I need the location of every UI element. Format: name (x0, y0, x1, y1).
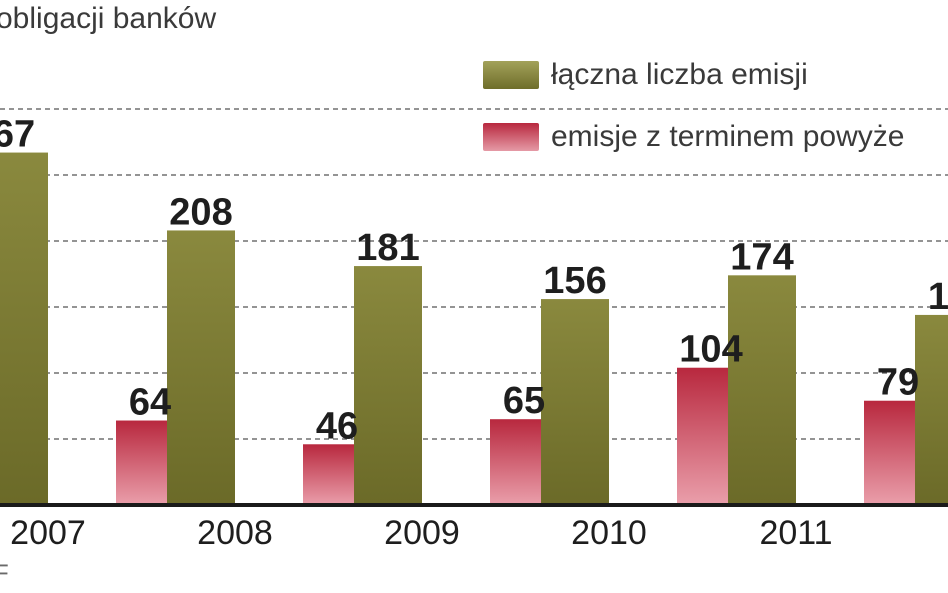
source-note: F (0, 560, 9, 587)
value-label-total-2: 14 (928, 276, 948, 318)
x-tick-label-2011: 2011 (759, 514, 832, 552)
value-label-total-2011: 174 (730, 236, 793, 278)
bar-total-2011 (728, 275, 796, 505)
bar-total-2008 (167, 230, 235, 505)
x-tick-label-2007: 2007 (10, 514, 86, 552)
legend-item-long-term: emisje z terminem powyże (483, 117, 904, 157)
bar-total-2010 (541, 299, 609, 505)
chart-title: obligacji banków (0, 2, 217, 35)
x-tick-label-2009: 2009 (384, 514, 460, 552)
value-label-long-term-2009: 65 (503, 380, 545, 422)
value-label-total-2010: 156 (543, 260, 606, 302)
x-tick-label-2008: 2008 (197, 514, 273, 552)
legend-swatch-long-term (483, 123, 539, 151)
legend-label-long-term: emisje z terminem powyże (551, 120, 905, 153)
x-tick-label-2010: 2010 (571, 514, 647, 552)
value-label-total-2008: 208 (169, 191, 232, 233)
bars-group (0, 152, 948, 505)
legend-swatch-total (483, 61, 539, 89)
value-label-long-term-2011: 79 (877, 362, 919, 404)
legend-label-total: łączna liczba emisji (551, 58, 808, 91)
value-label-long-term-2007: 64 (129, 382, 171, 424)
value-label-long-term-2008: 46 (316, 405, 358, 447)
legend-item-total: łączna liczba emisji (483, 55, 808, 95)
value-label-long-term-2010: 104 (679, 329, 742, 371)
bar-total-2 (915, 314, 948, 505)
value-labels-group: 67 64 208 46 181 65 156 104 174 79 14 (0, 114, 948, 448)
x-axis: 200720082009201020112 (0, 503, 948, 552)
bar-total-2007 (0, 152, 48, 505)
value-label-total-2007: 67 (0, 114, 35, 156)
value-label-total-2009: 181 (356, 227, 419, 269)
bar-total-2009 (354, 266, 422, 505)
